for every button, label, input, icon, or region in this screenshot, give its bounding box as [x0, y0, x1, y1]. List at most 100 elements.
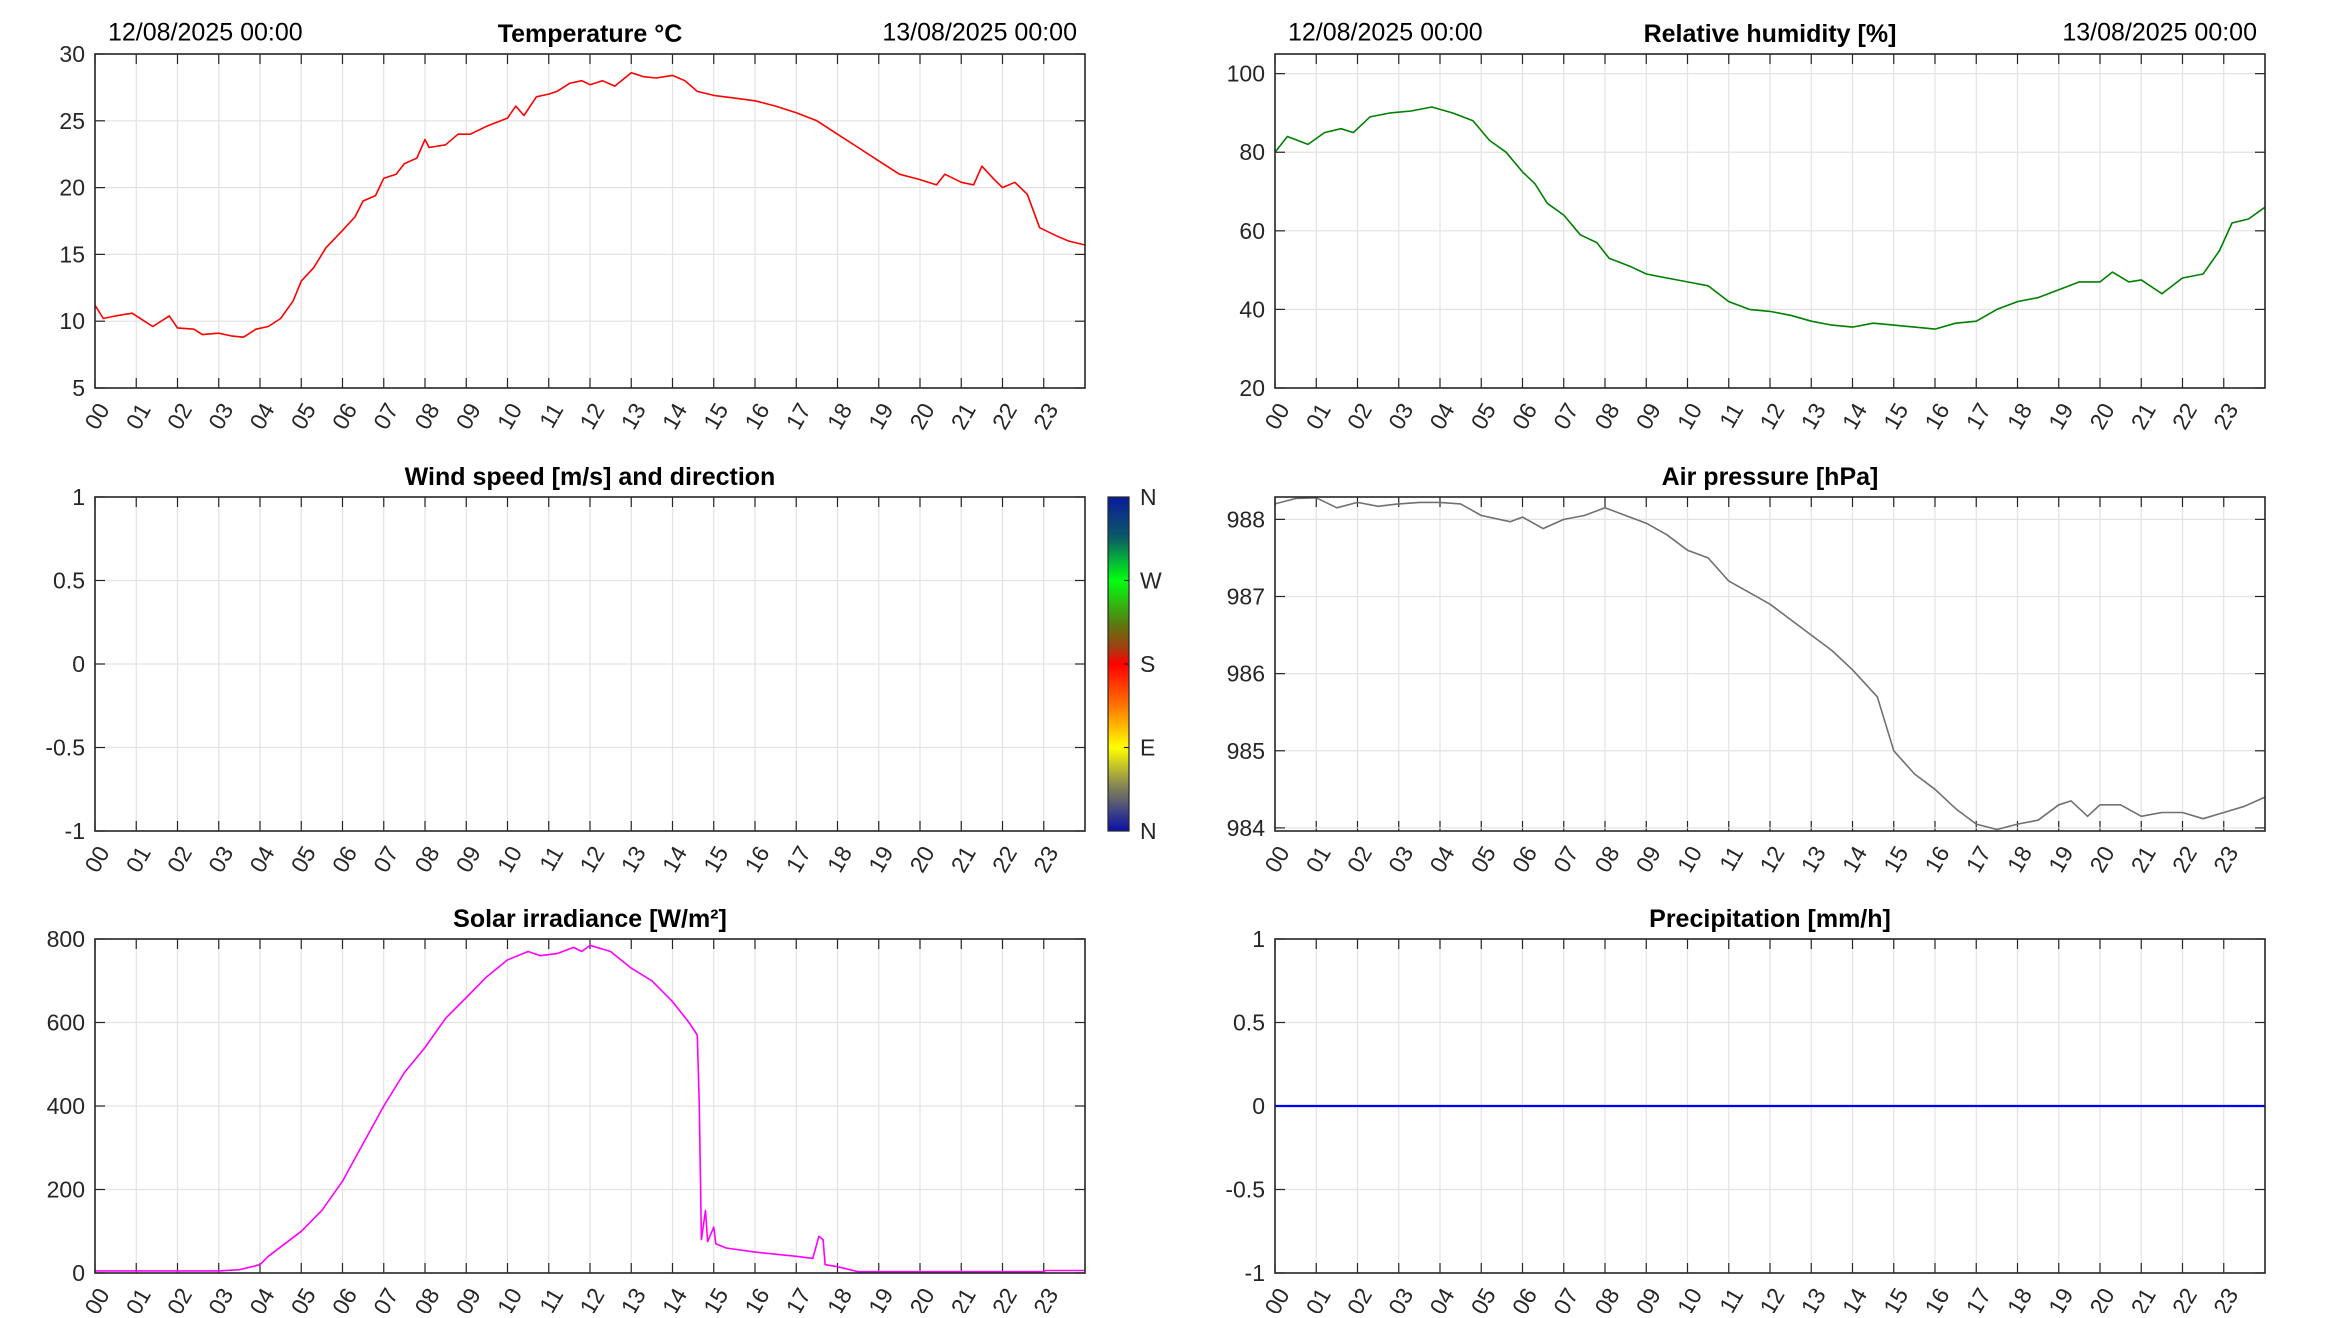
x-tick-label: 07	[1548, 1284, 1583, 1313]
x-tick-label: 13	[616, 399, 651, 434]
x-tick-label: 18	[2002, 1284, 2037, 1313]
x-tick-label: 20	[904, 399, 939, 434]
x-tick-label: 01	[1301, 842, 1336, 877]
axes-box	[1274, 938, 2266, 1274]
x-tick-label: 03	[1383, 1284, 1418, 1313]
x-tick-label: 23	[1028, 399, 1063, 434]
x-tick-label: 12	[1754, 1284, 1789, 1313]
x-tick-label: 02	[162, 1284, 197, 1313]
temperature-series-line	[94, 71, 1086, 339]
x-tick-label: 21	[2126, 1284, 2161, 1313]
x-tick-label: 09	[1631, 842, 1666, 877]
x-tick-label: 19	[2043, 399, 2078, 434]
x-tick-label: 07	[1548, 399, 1583, 434]
x-tick-label: 20	[2084, 399, 2119, 434]
x-tick-label: 18	[822, 1284, 857, 1313]
y-tick-label: -1	[65, 818, 85, 844]
x-tick-label: 21	[946, 842, 981, 877]
x-tick-label: 11	[534, 842, 568, 876]
pressure-series-line	[1274, 496, 2266, 831]
x-tick-label: 21	[2126, 842, 2161, 877]
x-tick-label: 03	[203, 1284, 238, 1313]
x-tick-label: 05	[1466, 399, 1501, 434]
x-tick-label: 21	[946, 1284, 981, 1313]
x-tick-label: 19	[2043, 842, 2078, 877]
x-tick-label: 15	[1878, 1284, 1913, 1313]
x-tick-label: 22	[987, 399, 1022, 434]
y-tick-label: 5	[72, 375, 85, 401]
x-tick-label: 12	[1754, 842, 1789, 877]
x-tick-label: 07	[368, 842, 403, 877]
y-tick-label: 800	[47, 926, 85, 952]
x-tick-label: 08	[409, 399, 444, 434]
x-tick-label: 16	[739, 842, 774, 877]
chart-title: Wind speed [m/s] and direction	[405, 463, 776, 491]
x-tick-label: 03	[203, 842, 238, 877]
x-tick-label: 14	[1837, 1283, 1872, 1313]
x-tick-label: 09	[1631, 399, 1666, 434]
precipitation-chart: 00 01 02 03 04 05 06 07 08 09 10 11 12 13 14 15 16 17 18 19…	[1225, 905, 2266, 1318]
x-tick-label: 02	[1342, 399, 1377, 434]
y-tick-label: 600	[47, 1010, 85, 1036]
y-tick-label: 1	[1252, 926, 1265, 952]
wind-direction-colorbar: N W S E N	[1107, 484, 1162, 844]
y-tick-label: 10	[59, 308, 85, 334]
humidity-chart: 00 01 02 03 04 05 06 07 08 09 10 11 12 13 14 15 16 17 18 19…	[1227, 19, 2266, 434]
wind-chart: 00 01 02 03 04 05 06 07 08 09 10 11 12 13 14 15 16 17 18 19…	[45, 463, 1162, 877]
x-tick-label: 00	[79, 842, 114, 877]
x-tick-label: 10	[1672, 842, 1707, 877]
x-tick-label: 00	[1259, 842, 1294, 877]
x-tick-label: 02	[1342, 1284, 1377, 1313]
x-tick-label: 13	[1796, 842, 1831, 877]
x-tick-label: 11	[534, 1284, 568, 1313]
x-tick-label: 06	[1507, 842, 1542, 877]
y-tick-label: 400	[47, 1093, 85, 1119]
x-tick-label: 05	[286, 1284, 321, 1313]
x-tick-label: 14	[657, 841, 692, 876]
y-tick-label: 0	[1252, 1093, 1265, 1119]
x-tick-label: 00	[1259, 399, 1294, 434]
x-tick-label: 23	[2208, 842, 2243, 877]
x-tick-label: 13	[616, 1284, 651, 1313]
y-tick-label: 60	[1239, 218, 1265, 244]
x-tick-label: 16	[739, 399, 774, 434]
x-tick-label: 14	[657, 398, 692, 433]
x-tick-label: 15	[698, 1284, 733, 1313]
x-tick-label: 02	[162, 399, 197, 434]
x-tick-label: 06	[327, 842, 362, 877]
x-tick-label: 17	[1961, 842, 1996, 877]
x-tick-label: 06	[1507, 399, 1542, 434]
x-tick-label: 12	[574, 399, 609, 434]
axes-box	[94, 496, 1086, 832]
y-tick-label: 20	[1239, 375, 1265, 401]
temperature-chart: 00 01 02 03 04 05 06 07 08 09 10 11 12 13 14 15 16 17 18 19…	[59, 19, 1086, 434]
y-tick-label: 1	[72, 484, 85, 510]
x-tick-label: 21	[2126, 399, 2161, 434]
x-tick-label: 00	[79, 1284, 114, 1313]
x-tick-label: 17	[781, 399, 816, 434]
y-tick-label: 0	[72, 1260, 85, 1286]
date-end-label: 13/08/2025 00:00	[882, 19, 1077, 47]
x-tick-label: 10	[492, 1284, 527, 1313]
x-tick-label: 00	[1259, 1284, 1294, 1313]
humidity-series-line	[1274, 106, 2266, 330]
x-tick-label: 15	[698, 399, 733, 434]
x-tick-label: 05	[1466, 1284, 1501, 1313]
y-tick-label: 15	[59, 241, 85, 267]
x-tick-label: 22	[2167, 842, 2202, 877]
y-tick-label: 20	[59, 175, 85, 201]
chart-title: Temperature °C	[498, 20, 683, 48]
x-tick-label: 09	[451, 1284, 486, 1313]
x-tick-label: 20	[2084, 1284, 2119, 1313]
x-tick-label: 01	[121, 399, 156, 434]
x-tick-label: 03	[1383, 842, 1418, 877]
chart-title: Solar irradiance [W/m²]	[453, 905, 727, 933]
x-tick-label: 17	[781, 1284, 816, 1313]
y-tick-label: 988	[1227, 506, 1265, 532]
x-tick-label: 01	[1301, 1284, 1336, 1313]
x-tick-label: 15	[1878, 399, 1913, 434]
x-tick-label: 22	[2167, 399, 2202, 434]
x-tick-label: 20	[904, 1284, 939, 1313]
y-tick-label: 0.5	[53, 568, 85, 594]
